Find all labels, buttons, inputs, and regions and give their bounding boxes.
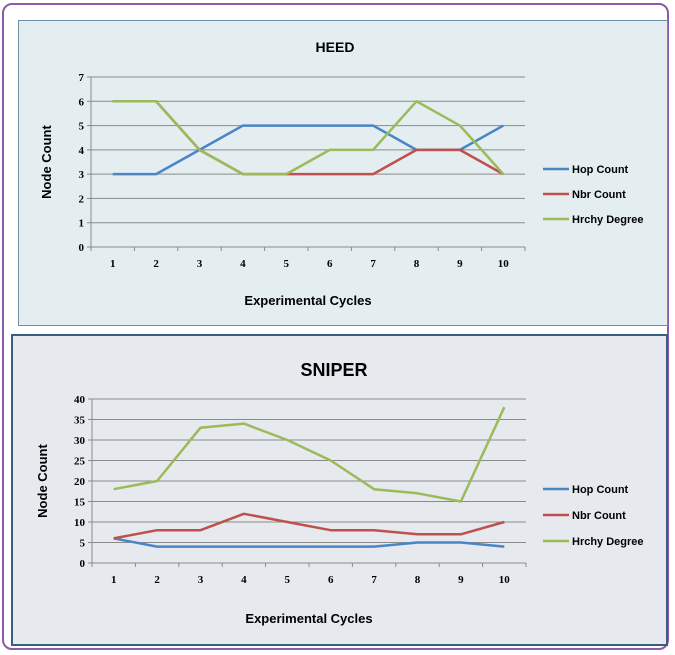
x-tick-label: 1 <box>111 574 117 586</box>
x-tick-label: 5 <box>284 258 290 270</box>
y-tick-label: 2 <box>79 193 85 205</box>
series-line-hrchy-degree <box>113 406 506 503</box>
x-tick-label: 7 <box>370 258 376 270</box>
x-tick-label: 5 <box>285 574 291 586</box>
y-tick-label: 20 <box>74 476 86 488</box>
legend-label-nbr-count: Nbr Count <box>572 189 626 201</box>
legend-label-hop-count: Hop Count <box>572 164 629 176</box>
legend-label-hrchy-degree: Hrchy Degree <box>572 214 644 226</box>
x-axis-title: Experimental Cycles <box>244 293 371 308</box>
y-tick-label: 40 <box>74 394 86 406</box>
x-tick-label: 9 <box>458 574 464 586</box>
chart-title: SNIPER <box>300 360 367 380</box>
x-axis-title: Experimental Cycles <box>245 611 372 626</box>
x-tick-label: 8 <box>415 574 421 586</box>
y-axis-title: Node Count <box>35 444 50 518</box>
y-tick-label: 10 <box>74 517 86 529</box>
y-tick-label: 0 <box>79 242 85 254</box>
x-tick-label: 2 <box>154 574 160 586</box>
y-tick-label: 7 <box>79 72 85 84</box>
x-tick-label: 4 <box>240 258 246 270</box>
series-line-hrchy-degree <box>112 100 505 176</box>
x-tick-label: 1 <box>110 258 116 270</box>
chart-title: HEED <box>316 39 355 55</box>
legend-label-hop-count: Hop Count <box>572 484 629 496</box>
x-tick-label: 6 <box>328 574 334 586</box>
x-tick-label: 7 <box>371 574 377 586</box>
y-tick-label: 6 <box>79 96 85 108</box>
heed-chart-panel: HEED 0 1 2 3 4 5 6 7 1 2 3 4 5 6 7 8 9 10 Experimental Cycl… <box>18 20 668 326</box>
sniper-line-chart: SNIPER 0 5 10 15 20 25 30 35 40 1 2 3 4 5 6 7 8 9 10 Experim… <box>35 360 644 626</box>
y-tick-label: 5 <box>80 538 86 550</box>
sniper-chart-panel: SNIPER 0 5 10 15 20 25 30 35 40 1 2 3 4 5 6 7 8 9 10 Experim… <box>11 334 668 646</box>
y-tick-label: 0 <box>80 558 86 570</box>
y-tick-label: 25 <box>74 456 86 468</box>
series-line-nbr-count <box>113 512 505 540</box>
x-tick-label: 2 <box>153 258 159 270</box>
x-tick-label: 4 <box>241 574 247 586</box>
legend-label-nbr-count: Nbr Count <box>572 510 626 522</box>
legend-label-hrchy-degree: Hrchy Degree <box>572 536 644 548</box>
y-tick-label: 5 <box>79 121 85 133</box>
x-tick-label: 10 <box>499 574 511 586</box>
x-tick-label: 9 <box>457 258 463 270</box>
x-tick-label: 8 <box>414 258 420 270</box>
x-tick-label: 6 <box>327 258 333 270</box>
y-tick-label: 4 <box>79 145 85 157</box>
x-tick-label: 10 <box>498 258 510 270</box>
y-tick-label: 30 <box>74 435 86 447</box>
x-tick-label: 3 <box>198 574 204 586</box>
y-tick-label: 3 <box>79 169 85 181</box>
y-tick-label: 15 <box>74 497 86 509</box>
y-tick-label: 1 <box>79 218 85 230</box>
x-tick-label: 3 <box>197 258 203 270</box>
series-line-hop-count <box>113 537 505 548</box>
y-tick-label: 35 <box>74 415 86 427</box>
heed-line-chart: HEED 0 1 2 3 4 5 6 7 1 2 3 4 5 6 7 8 9 10 Experimental Cycl… <box>39 39 644 308</box>
y-axis-title: Node Count <box>39 125 54 199</box>
